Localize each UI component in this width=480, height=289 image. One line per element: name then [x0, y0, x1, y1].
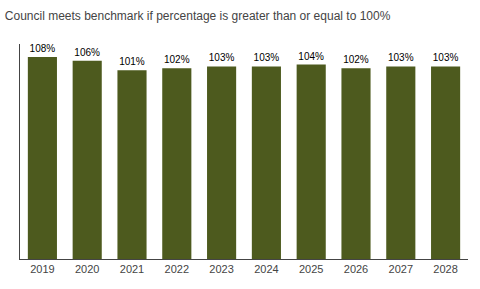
svg-text:2020: 2020 [75, 263, 99, 275]
svg-text:2022: 2022 [165, 263, 189, 275]
svg-text:104%: 104% [298, 51, 324, 62]
svg-text:Council meets benchmark if per: Council meets benchmark if percentage is… [5, 9, 391, 23]
svg-text:103%: 103% [433, 52, 459, 63]
svg-text:2023: 2023 [209, 263, 233, 275]
svg-text:102%: 102% [164, 54, 190, 65]
svg-text:106%: 106% [74, 47, 100, 58]
svg-text:2025: 2025 [299, 263, 323, 275]
svg-text:108%: 108% [30, 43, 56, 54]
svg-text:2027: 2027 [389, 263, 413, 275]
svg-text:2019: 2019 [30, 263, 54, 275]
svg-text:103%: 103% [254, 52, 280, 63]
svg-text:102%: 102% [343, 54, 369, 65]
svg-text:103%: 103% [209, 52, 235, 63]
svg-text:2026: 2026 [344, 263, 368, 275]
svg-text:103%: 103% [388, 52, 414, 63]
svg-text:2021: 2021 [120, 263, 144, 275]
svg-text:101%: 101% [119, 56, 145, 67]
svg-text:2028: 2028 [433, 263, 457, 275]
svg-text:2024: 2024 [254, 263, 278, 275]
